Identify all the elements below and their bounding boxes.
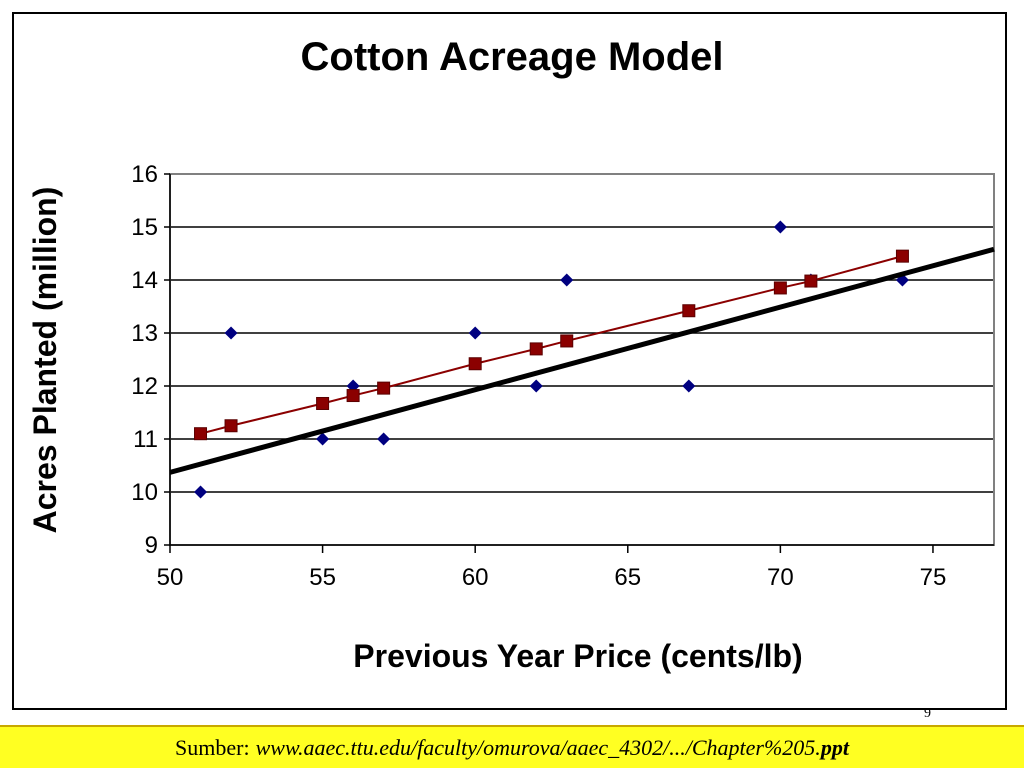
data-point-square	[468, 357, 482, 371]
y-tick-label: 16	[131, 161, 158, 188]
source-footer: Sumber: www.aaec.ttu.edu/faculty/omurova…	[0, 725, 1024, 768]
series-3	[169, 246, 995, 475]
x-tick-label: 65	[614, 564, 641, 591]
y-tick-label: 10	[131, 479, 158, 506]
data-point-square	[194, 427, 208, 441]
data-point-square	[377, 381, 391, 395]
y-tick-label: 15	[131, 214, 158, 241]
axes: 9 10 11 12 13 14 15 16 50 55 60 65 70 75	[131, 161, 994, 591]
data-point-square	[529, 342, 543, 356]
x-tick-label: 60	[462, 564, 489, 591]
slide-frame: Cotton Acreage Model 9 10 11 12 13 14 15 16 50 55…	[12, 12, 1007, 710]
series-2	[194, 249, 909, 441]
trend-line	[169, 246, 995, 475]
data-point-square	[224, 419, 238, 433]
y-tick-label: 12	[131, 373, 158, 400]
data-point-diamond	[224, 326, 238, 340]
data-point-square	[682, 304, 696, 318]
data-point-diamond	[316, 432, 330, 446]
data-point-diamond	[377, 432, 391, 446]
x-tick-label: 50	[157, 564, 184, 591]
series-1	[194, 220, 909, 499]
source-extension[interactable]: ppt	[820, 734, 849, 760]
y-tick-label: 13	[131, 320, 158, 347]
chart-title: Cotton Acreage Model	[301, 35, 724, 79]
x-axis-title: Previous Year Price (cents/lb)	[353, 638, 802, 674]
y-tick-label: 14	[131, 267, 158, 294]
y-tick-label: 11	[133, 426, 158, 453]
y-axis-title: Acres Planted (million)	[27, 187, 63, 534]
series	[169, 220, 995, 499]
x-tick-label: 70	[767, 564, 794, 591]
data-point-diamond	[560, 273, 574, 287]
source-label: Sumber:	[175, 734, 250, 760]
data-point-diamond	[468, 326, 482, 340]
chart: Cotton Acreage Model 9 10 11 12 13 14 15 16 50 55…	[27, 35, 995, 674]
fitted-line	[200, 255, 903, 435]
data-point-square	[804, 274, 818, 288]
gridlines	[170, 173, 994, 493]
source-url[interactable]: www.aaec.ttu.edu/faculty/omurova/aaec_43…	[255, 734, 821, 760]
page-number: 9	[924, 706, 931, 721]
y-tick-label: 9	[145, 532, 158, 559]
data-point-diamond	[529, 379, 543, 393]
data-point-diamond	[194, 485, 208, 499]
x-tick-label: 55	[309, 564, 336, 591]
data-point-diamond	[773, 220, 787, 234]
data-point-square	[346, 389, 360, 403]
data-point-square	[316, 396, 330, 410]
data-point-diamond	[682, 379, 696, 393]
data-point-square	[773, 281, 787, 295]
data-point-square	[560, 334, 574, 348]
data-point-square	[895, 249, 909, 263]
x-tick-label: 75	[920, 564, 947, 591]
